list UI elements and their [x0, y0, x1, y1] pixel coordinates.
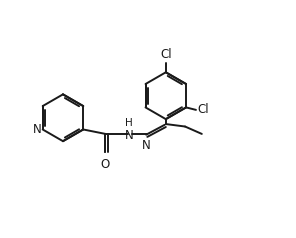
Text: Cl: Cl: [197, 103, 209, 116]
Text: H: H: [125, 119, 133, 129]
Text: N: N: [33, 123, 42, 136]
Text: Cl: Cl: [160, 49, 172, 61]
Text: N: N: [142, 139, 151, 152]
Text: O: O: [101, 158, 110, 171]
Text: N: N: [124, 129, 133, 142]
